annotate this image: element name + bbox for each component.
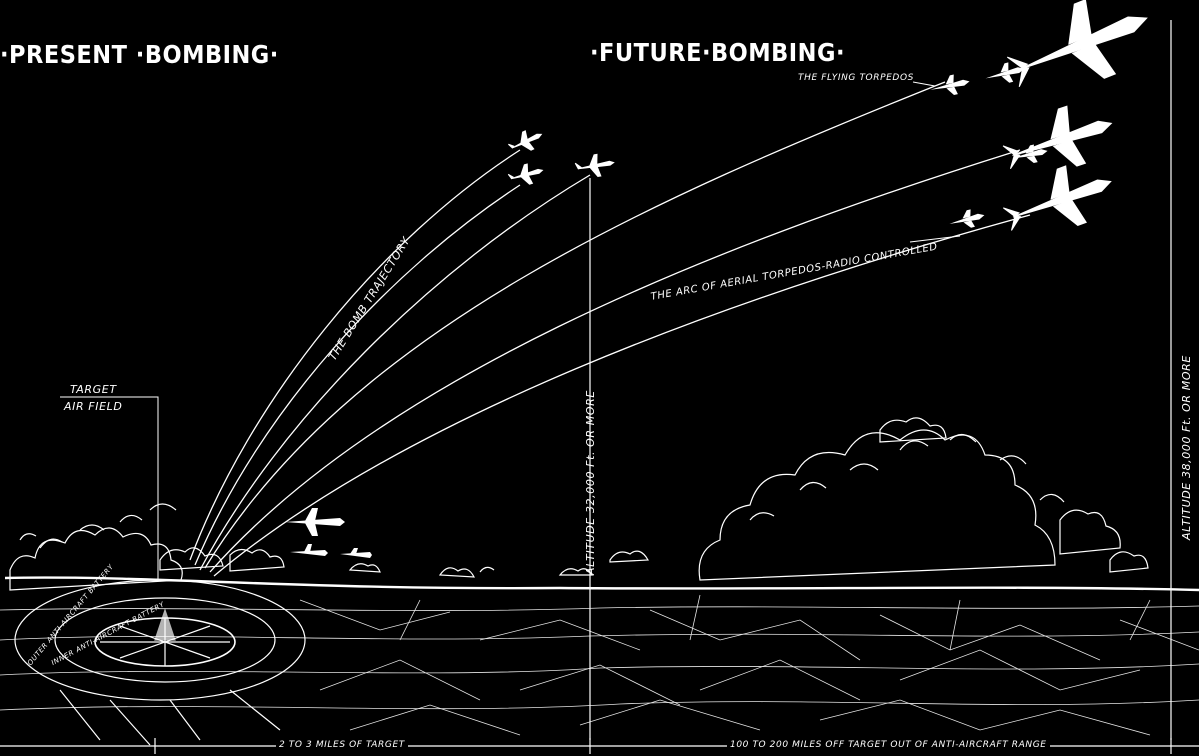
torpedo-arcs xyxy=(204,81,1031,577)
target-airfield xyxy=(14,579,306,746)
flying-torpedos-label: THE FLYING TORPEDOS xyxy=(798,73,914,83)
flying-torpedo-icon xyxy=(949,209,985,228)
altitude-right-label: ALTITUDE 38,000 Ft. OR MORE xyxy=(1180,355,1193,540)
fighter-plane-icon xyxy=(290,544,328,556)
fighter-plane-icon xyxy=(340,548,372,558)
present-bombing-heading: ·PRESENT ·BOMBING· xyxy=(0,40,279,69)
clouds-right xyxy=(348,417,1149,581)
arc-label-pointer xyxy=(909,235,961,243)
fighter-plane-icon xyxy=(285,508,345,536)
bomber-plane-icon xyxy=(508,130,543,151)
bomb-trajectories xyxy=(189,149,591,571)
altitude-mid-label: ALTITUDE 32,000 Ft. OR MORE xyxy=(584,390,597,575)
mother-bomber-icon xyxy=(1002,105,1113,170)
mother-bomber-icon xyxy=(1002,165,1112,231)
torpedos-pointer xyxy=(912,81,936,87)
target-label-line1: TARGET xyxy=(70,383,117,396)
distance-far-label: 100 TO 200 MILES OFF TARGET OUT OF ANTI-… xyxy=(727,740,1050,750)
target-pointer xyxy=(60,396,159,580)
future-bombing-heading: ·FUTURE·BOMBING· xyxy=(590,38,845,67)
flying-torpedo-icon xyxy=(985,62,1025,83)
bomber-plane-icon xyxy=(574,153,615,178)
clouds-left xyxy=(9,503,285,591)
flying-torpedo-icon xyxy=(930,74,970,95)
distance-near-label: 2 TO 3 MILES OF TARGET xyxy=(276,740,408,750)
target-label-line2: AIR FIELD xyxy=(64,400,123,413)
bomber-plane-icon xyxy=(507,163,544,185)
mother-bomber-icon xyxy=(1006,0,1148,88)
